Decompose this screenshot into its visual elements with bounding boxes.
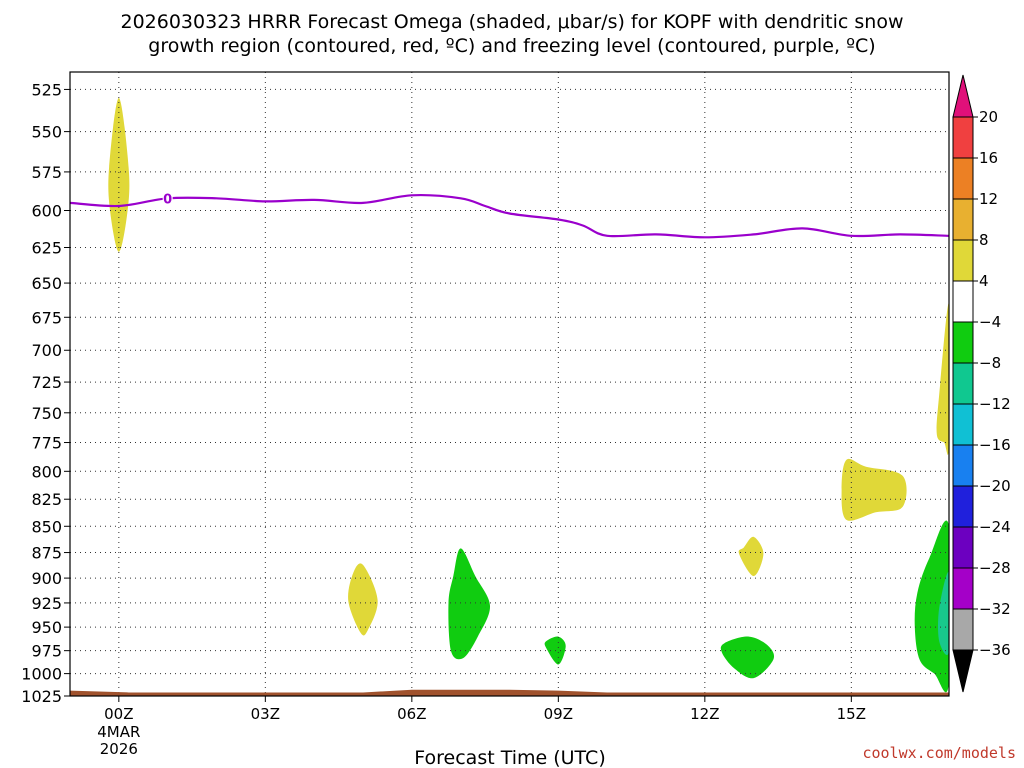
y-tick-label-825: 825 [31,490,62,509]
ground-fill [70,689,949,696]
y-tick-label-550: 550 [31,123,62,142]
colorbar-segment-5 [952,403,974,446]
omega-region-4 [936,303,949,455]
colorbar-label-10: 8 [979,231,989,249]
x-tick-label-09Z: 09Z [544,705,573,723]
y-tick-label-950: 950 [31,618,62,637]
colorbar-segment-12 [952,116,974,159]
colorbar-label-4: −20 [979,477,1011,495]
omega-region-5 [448,548,491,660]
colorbar-label-7: −8 [979,354,1001,372]
colorbar: −36 −32 −28 −24 −20 −16 −12 −8 −4 4 8 12 16 20 [952,74,1011,693]
y-tick-label-925: 925 [31,594,62,613]
omega-region-9 [938,571,949,656]
colorbar-segment-0 [952,608,974,651]
omega-region-8 [914,520,949,693]
colorbar-label-3: −24 [979,518,1011,536]
freezing-level-label: 0 [163,192,172,207]
y-tick-label-750: 750 [31,404,62,423]
colorbar-label-9: 4 [979,272,989,290]
omega-region-0 [108,98,130,252]
y-tick-label-850: 850 [31,517,62,536]
omega-region-3 [738,536,764,577]
colorbar-label-12: 16 [979,149,998,167]
y-tick-label-600: 600 [31,201,62,220]
colorbar-label-13: 20 [979,108,998,126]
colorbar-label-11: 12 [979,190,998,208]
ground-terrain [70,689,949,696]
colorbar-segment-6 [952,362,974,405]
colorbar-segment-8 [952,280,974,323]
colorbar-label-6: −12 [979,395,1011,413]
colorbar-under-arrow [952,649,974,693]
freezing-level-line [69,194,950,239]
freezing-level-layer: 0 [69,191,950,239]
plot-frame [69,71,950,697]
x-tick-sublabel-0: 4MAR [97,723,140,741]
colorbar-label-2: −28 [979,559,1011,577]
omega-region-2 [841,458,907,521]
chart-title-line-2: growth region (contoured, red, ºC) and f… [148,35,875,57]
colorbar-segment-2 [952,526,974,569]
y-axis-ticks: 525 550 575 600 625 650 675 700 725 750 775 800 825 8… [21,80,70,706]
y-tick-label-525: 525 [31,80,62,99]
y-tick-label-775: 775 [31,434,62,453]
credit-link[interactable]: coolwx.com/models [862,744,1016,762]
y-tick-label-800: 800 [31,462,62,481]
y-tick-label-725: 725 [31,373,62,392]
y-tick-label-625: 625 [31,239,62,258]
y-tick-label-1000: 1000 [21,665,62,684]
y-tick-label-975: 975 [31,642,62,661]
colorbar-segment-4 [952,444,974,487]
x-tick-label-06Z: 06Z [397,705,426,723]
colorbar-segment-1 [952,567,974,610]
y-tick-label-1025: 1025 [21,687,62,706]
colorbar-segment-9 [952,239,974,282]
x-tick-label-15Z: 15Z [837,705,866,723]
y-tick-label-700: 700 [31,341,62,360]
colorbar-segment-3 [952,485,974,528]
y-tick-label-900: 900 [31,569,62,588]
freezing-label-bg [162,191,173,205]
grid-lines [70,72,949,697]
colorbar-label-0: −36 [979,641,1011,659]
colorbar-segment-10 [952,198,974,241]
colorbar-segment-7 [952,321,974,364]
y-tick-label-575: 575 [31,163,62,182]
colorbar-segment-11 [952,157,974,200]
omega-region-1 [348,563,378,636]
shaded-omega-regions [108,98,949,693]
chart-title-line-1: 2026030323 HRRR Forecast Omega (shaded, … [120,11,903,33]
x-tick-label-03Z: 03Z [251,705,280,723]
colorbar-over-arrow [952,74,974,118]
y-tick-label-875: 875 [31,544,62,563]
x-tick-label-00Z: 00Z [104,705,133,723]
x-tick-sublabel-1: 2026 [100,740,138,758]
x-tick-label-12Z: 12Z [690,705,719,723]
y-tick-label-650: 650 [31,274,62,293]
x-axis-label: Forecast Time (UTC) [414,747,605,768]
colorbar-label-8: −4 [979,313,1001,331]
y-tick-label-675: 675 [31,308,62,327]
omega-region-7 [720,636,775,679]
colorbar-label-1: −32 [979,600,1011,618]
colorbar-label-5: −16 [979,436,1011,454]
